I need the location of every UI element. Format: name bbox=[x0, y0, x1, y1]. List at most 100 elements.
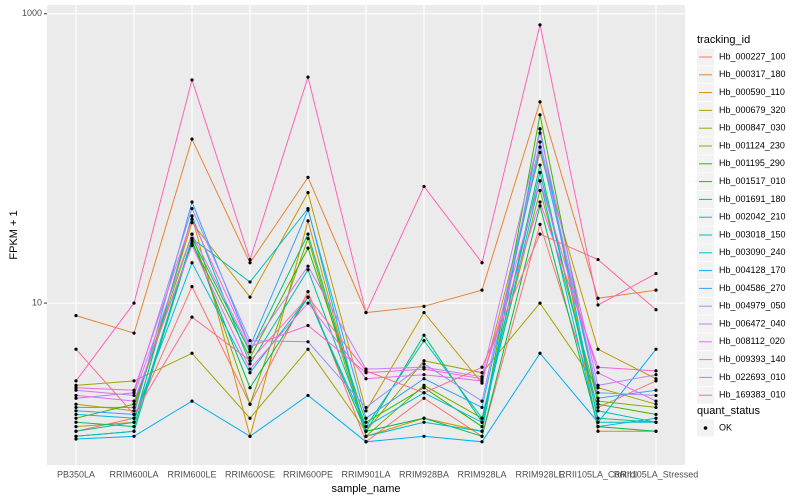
point bbox=[306, 208, 310, 212]
point bbox=[306, 290, 310, 294]
point bbox=[74, 434, 78, 438]
point bbox=[306, 295, 310, 299]
y-tick-label: 10 bbox=[32, 297, 42, 307]
point bbox=[132, 412, 136, 417]
legend-label: Hb_001124_230 bbox=[719, 140, 785, 150]
point bbox=[422, 362, 426, 366]
point bbox=[190, 236, 194, 241]
point bbox=[596, 420, 600, 424]
point bbox=[132, 425, 136, 429]
point bbox=[248, 280, 252, 284]
point bbox=[306, 340, 310, 344]
point bbox=[654, 369, 658, 373]
point bbox=[538, 163, 542, 167]
point bbox=[74, 388, 78, 392]
point bbox=[480, 365, 484, 369]
point bbox=[654, 308, 658, 312]
point bbox=[422, 396, 426, 400]
point bbox=[190, 207, 194, 211]
x-tick-label: RRIM928LE bbox=[515, 469, 564, 479]
legend-label: Hb_000590_110 bbox=[719, 87, 785, 97]
point bbox=[422, 359, 426, 363]
point bbox=[422, 386, 426, 390]
point bbox=[248, 355, 252, 360]
y-tick-label: 1000 bbox=[22, 8, 42, 18]
point bbox=[74, 379, 78, 383]
point bbox=[132, 420, 136, 424]
point bbox=[538, 113, 542, 117]
point bbox=[596, 347, 600, 351]
legend-label: Hb_004128_170 bbox=[719, 265, 786, 275]
point bbox=[132, 391, 136, 395]
legend-point bbox=[703, 426, 708, 430]
point bbox=[248, 367, 252, 371]
point bbox=[132, 379, 136, 383]
point bbox=[132, 393, 136, 398]
point bbox=[190, 137, 194, 141]
point bbox=[306, 264, 310, 268]
point bbox=[538, 179, 542, 183]
point bbox=[248, 416, 252, 420]
point bbox=[480, 377, 484, 381]
x-tick-label: PB350LA bbox=[57, 469, 95, 479]
point bbox=[538, 204, 542, 208]
point bbox=[538, 232, 542, 236]
point bbox=[306, 236, 310, 241]
point bbox=[654, 393, 658, 398]
point bbox=[480, 381, 484, 385]
point bbox=[596, 303, 600, 307]
point bbox=[538, 150, 542, 155]
point bbox=[74, 402, 78, 406]
point bbox=[132, 429, 136, 433]
point bbox=[364, 429, 368, 433]
point bbox=[248, 350, 252, 354]
point bbox=[480, 405, 484, 410]
point bbox=[538, 100, 542, 104]
point bbox=[422, 333, 426, 337]
point bbox=[654, 347, 658, 351]
point bbox=[190, 221, 194, 225]
point bbox=[422, 304, 426, 308]
point bbox=[74, 425, 78, 429]
legend-title: tracking_id bbox=[697, 34, 750, 46]
point bbox=[248, 371, 252, 375]
point bbox=[364, 310, 368, 315]
point bbox=[248, 359, 252, 363]
point bbox=[596, 296, 600, 300]
point bbox=[132, 399, 136, 403]
point bbox=[654, 412, 658, 417]
point bbox=[306, 347, 310, 351]
point bbox=[480, 416, 484, 420]
point bbox=[654, 288, 658, 292]
point bbox=[190, 261, 194, 265]
point bbox=[654, 271, 658, 276]
point bbox=[190, 217, 194, 221]
point bbox=[74, 409, 78, 413]
point bbox=[480, 288, 484, 292]
point bbox=[132, 331, 136, 335]
point bbox=[596, 402, 600, 406]
point bbox=[190, 239, 194, 243]
point bbox=[74, 347, 78, 351]
point bbox=[538, 145, 542, 149]
point bbox=[596, 383, 600, 387]
point bbox=[132, 388, 136, 392]
point bbox=[538, 188, 542, 193]
point bbox=[248, 434, 252, 438]
point bbox=[422, 391, 426, 395]
legend-label: OK bbox=[719, 422, 732, 432]
legend-label: Hb_001691_180 bbox=[719, 194, 786, 204]
point bbox=[538, 222, 542, 226]
point bbox=[480, 261, 484, 265]
x-tick-label: RRII105LA_Control bbox=[559, 469, 637, 479]
point bbox=[364, 440, 368, 444]
x-tick-label: RRIM600LA bbox=[109, 469, 158, 479]
point bbox=[480, 399, 484, 403]
point bbox=[422, 184, 426, 189]
point bbox=[306, 232, 310, 236]
point bbox=[364, 369, 368, 373]
point bbox=[132, 402, 136, 406]
point bbox=[74, 396, 78, 400]
point bbox=[596, 405, 600, 410]
x-tick-label: RRII105LA_Stressed bbox=[614, 469, 699, 479]
